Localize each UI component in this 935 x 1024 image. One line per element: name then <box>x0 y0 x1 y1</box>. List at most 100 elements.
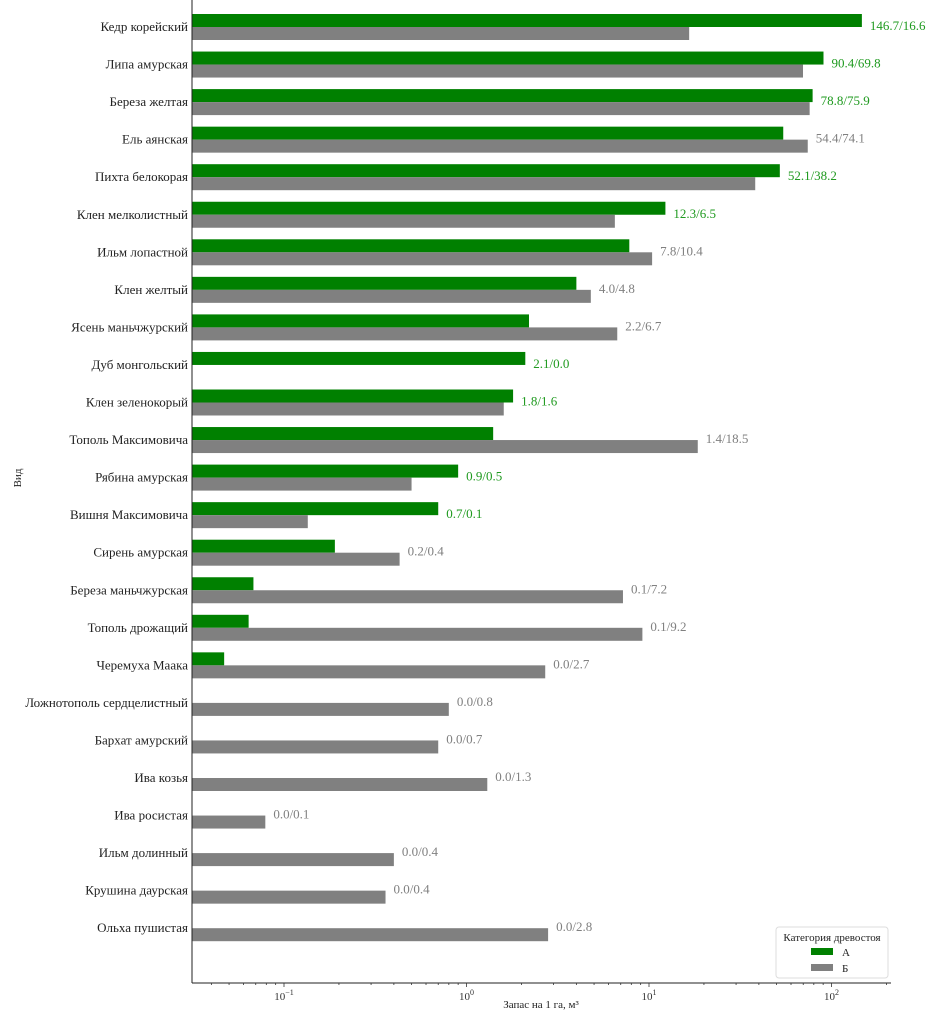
x-tick-base: 10 <box>642 991 654 1003</box>
data-label: 0.0/0.1 <box>273 807 309 822</box>
bar-b <box>192 552 400 566</box>
data-label: 0.0/2.7 <box>553 656 590 671</box>
data-label: 0.0/0.7 <box>446 731 483 746</box>
data-label: 0.0/0.8 <box>457 694 493 709</box>
data-label: 52.1/38.2 <box>788 168 837 183</box>
bar-a <box>192 276 577 290</box>
category-label: Ильм долинный <box>99 845 188 860</box>
bar-a <box>192 427 494 441</box>
data-label: 2.1/0.0 <box>533 356 569 371</box>
data-label: 0.9/0.5 <box>466 469 502 484</box>
y-axis-label: Вид <box>12 468 24 487</box>
legend-title: Категория древостоя <box>783 932 880 944</box>
data-label: 0.2/0.4 <box>408 544 445 559</box>
category-label: Ильм лопастной <box>97 244 188 259</box>
category-label: Сирень амурская <box>93 545 188 560</box>
x-axis-label: Запас на 1 га, м³ <box>503 999 579 1011</box>
bar-a <box>192 239 630 253</box>
bar-b <box>192 928 549 942</box>
bar-a <box>192 314 529 328</box>
data-label: 12.3/6.5 <box>673 206 716 221</box>
category-label: Клен мелколистный <box>77 207 188 222</box>
data-label: 1.8/1.6 <box>521 394 558 409</box>
bar-a <box>192 164 780 178</box>
x-tick-exponent: 0 <box>470 988 474 997</box>
x-tick-exponent: 1 <box>653 988 657 997</box>
category-label: Ясень маньчжурский <box>71 319 188 334</box>
category-label: Тополь Максимовича <box>69 432 188 447</box>
category-labels: Кедр корейский Липа амурская Береза желтая… <box>25 19 188 935</box>
bar-b <box>192 177 756 191</box>
data-label: 1.4/18.5 <box>706 431 749 446</box>
bar-b <box>192 289 591 303</box>
bar-a <box>192 389 514 403</box>
category-label: Тополь дрожащий <box>88 620 188 635</box>
bar-b <box>192 64 804 78</box>
bar-a <box>192 577 254 591</box>
bars-group <box>192 14 862 942</box>
category-label: Ива росистая <box>114 808 188 823</box>
legend-label-b: Б <box>842 963 848 975</box>
x-tick-base: 10 <box>459 991 471 1003</box>
bar-b <box>192 402 504 416</box>
category-label: Кедр корейский <box>100 19 188 34</box>
data-label: 0.0/0.4 <box>402 844 439 859</box>
x-tick-label: 101 <box>642 988 657 1003</box>
data-label: 0.7/0.1 <box>446 506 482 521</box>
data-label: 54.4/74.1 <box>816 131 865 146</box>
bar-b <box>192 590 623 604</box>
bar-a <box>192 126 784 140</box>
data-label: 0.0/2.8 <box>556 919 592 934</box>
bar-b <box>192 702 449 716</box>
bar-a <box>192 201 666 215</box>
data-label: 2.2/6.7 <box>625 318 662 333</box>
category-label: Крушина даурская <box>85 883 188 898</box>
bar-b <box>192 778 488 791</box>
bar-b <box>192 815 266 829</box>
category-label: Береза маньчжурская <box>70 582 188 597</box>
legend-label-a: А <box>842 947 850 959</box>
category-label: Клен желтый <box>114 282 188 297</box>
category-label: Бархат амурский <box>95 732 188 747</box>
bar-a <box>192 89 813 103</box>
bar-a <box>192 502 439 516</box>
category-label: Ель аянская <box>122 132 188 147</box>
data-label: 90.4/69.8 <box>832 56 881 71</box>
bar-b <box>192 853 394 867</box>
bar-b <box>192 665 546 679</box>
bar-a <box>192 614 249 628</box>
bar-b <box>192 890 386 904</box>
data-label: 146.7/16.6 <box>870 18 926 33</box>
bar-b <box>192 214 615 228</box>
data-label: 0.0/0.4 <box>394 882 431 897</box>
x-tick-base: 10 <box>824 991 836 1003</box>
legend-swatch-a <box>811 948 833 955</box>
bar-a <box>192 652 225 666</box>
data-label: 0.0/1.3 <box>495 769 531 784</box>
bar-b <box>192 102 810 116</box>
bar-b <box>192 740 439 754</box>
bar-b <box>192 252 653 266</box>
x-tick-label: 10−1 <box>274 988 294 1003</box>
x-tick-exponent: 2 <box>835 988 839 997</box>
data-label: 0.1/7.2 <box>631 581 667 596</box>
x-tick-label: 100 <box>459 988 474 1003</box>
category-label: Пихта белокорая <box>95 169 188 184</box>
legend: Категория древостоя А Б <box>775 926 889 979</box>
category-label: Дуб монгольский <box>92 357 189 372</box>
category-label: Рябина амурская <box>95 470 188 485</box>
bar-b <box>192 627 643 641</box>
bar-b <box>192 515 308 529</box>
x-tick-base: 10 <box>274 991 286 1003</box>
x-tick-exponent: −1 <box>285 988 294 997</box>
category-label: Вишня Максимовича <box>70 507 188 522</box>
x-ticks: 10−1 100 101 102 <box>210 983 887 1003</box>
category-label: Липа амурская <box>106 57 188 72</box>
category-label: Черемуха Маака <box>96 657 188 672</box>
x-tick-label: 102 <box>824 988 839 1003</box>
bar-a <box>192 464 459 478</box>
data-label: 4.0/4.8 <box>599 281 635 296</box>
bar-b <box>192 139 808 153</box>
bar-b <box>192 477 412 491</box>
